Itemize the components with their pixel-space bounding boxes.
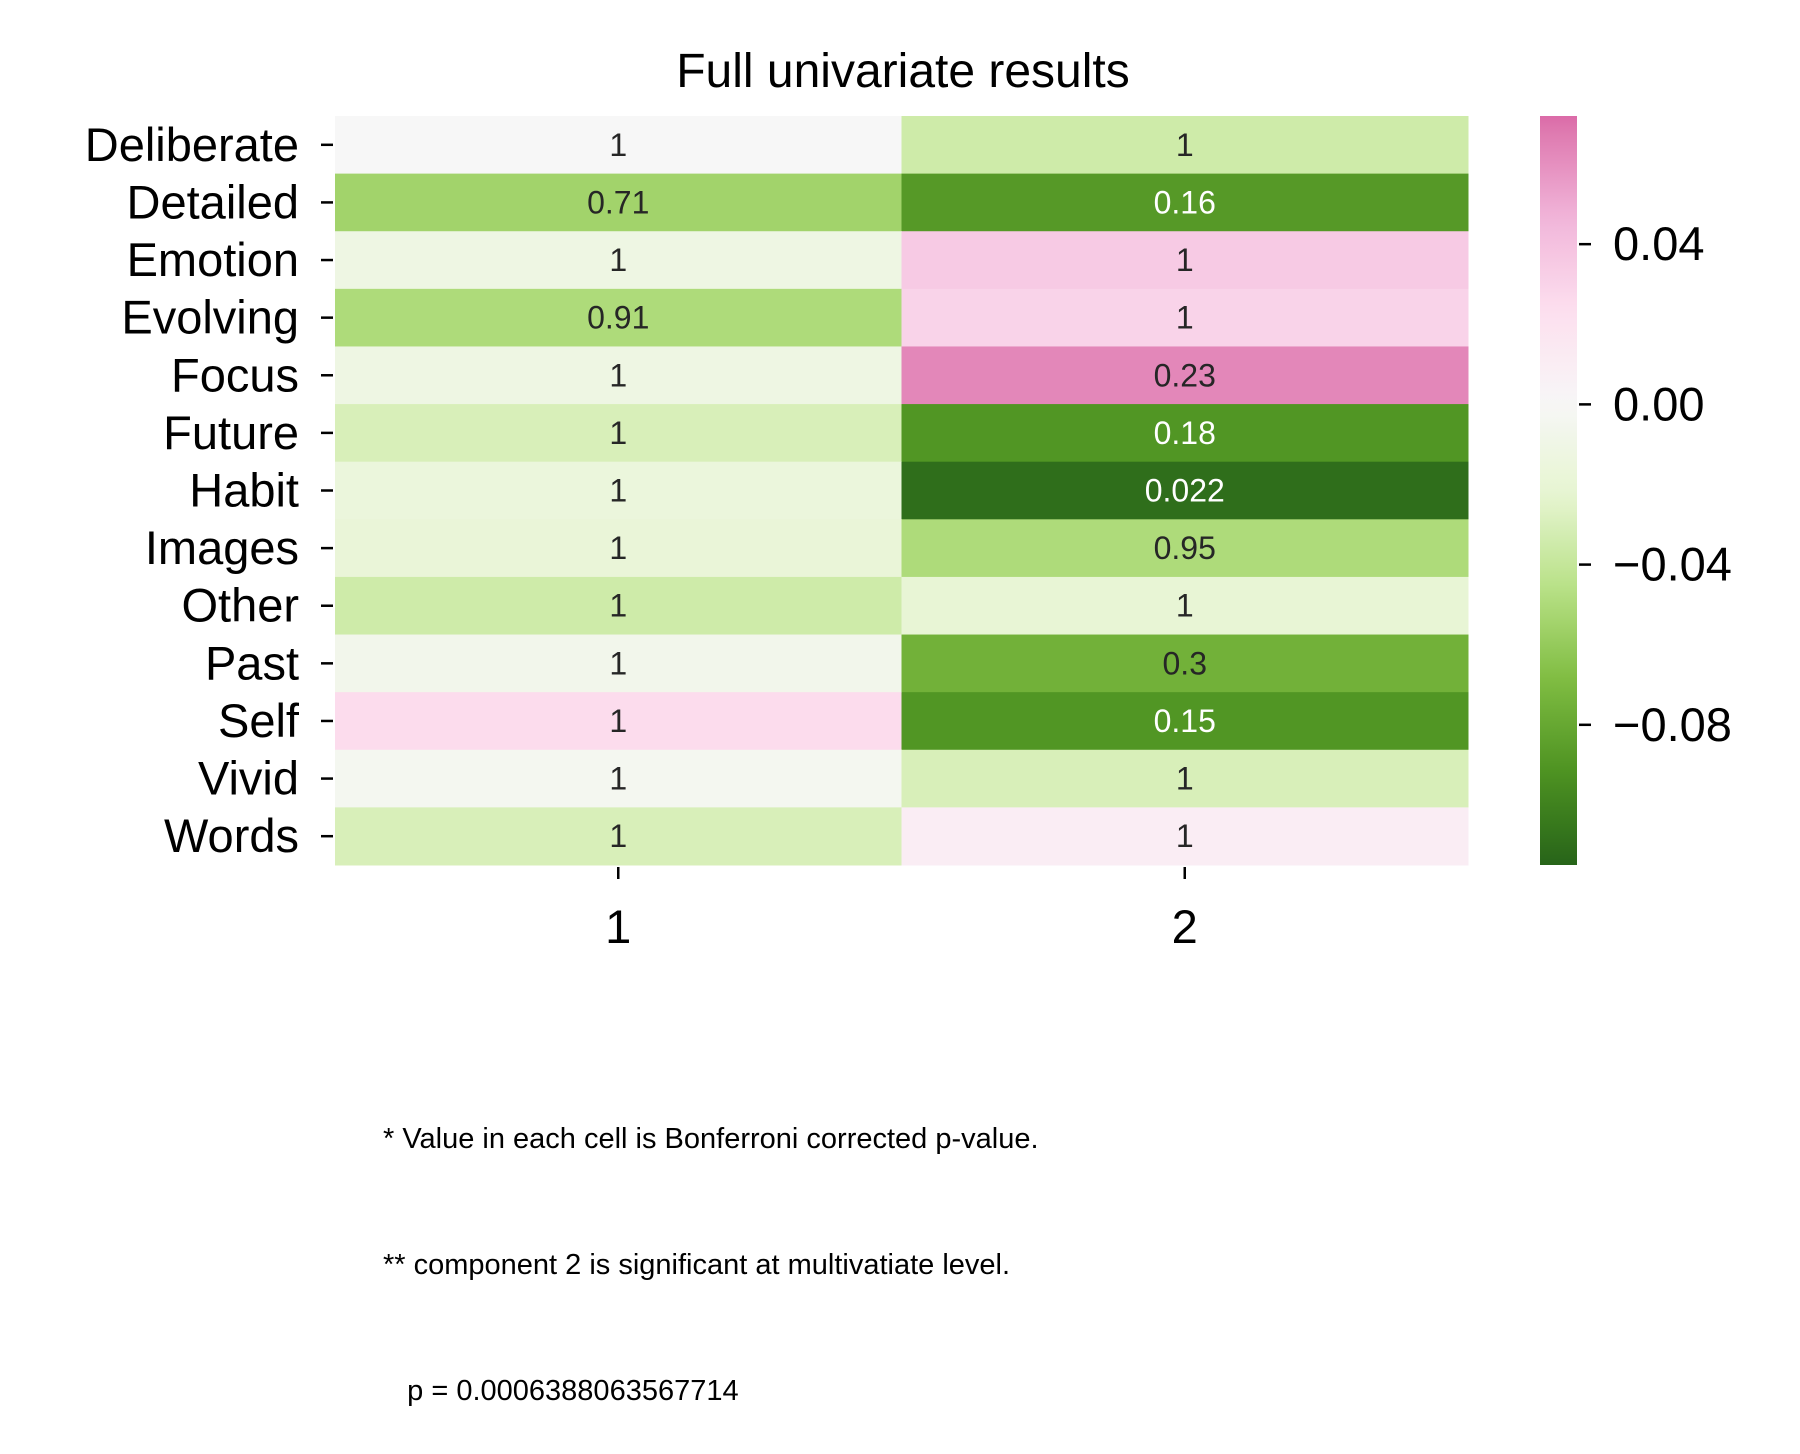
- heatmap-cell: [901, 231, 1469, 290]
- cell-annotation: 0.71: [587, 184, 649, 220]
- colorbar: 0.04 0.00 −0.04 −0.08: [1540, 116, 1732, 865]
- heatmap-cell: [901, 116, 1469, 175]
- cell-annotation: 1: [609, 530, 627, 566]
- heatmap-cell: [335, 231, 902, 290]
- row-label: Detailed: [127, 175, 299, 228]
- row-label: Words: [164, 809, 299, 862]
- heatmap-cell: [901, 404, 1469, 463]
- heatmap-cell: [335, 288, 902, 347]
- cell-annotation: 0.95: [1154, 530, 1216, 566]
- colorbar-gradient: [1540, 116, 1577, 865]
- heatmap-chart: Full univariate results 1 1 0.71 0.16 1 1 0.91…: [85, 45, 1732, 953]
- cell-annotation: 1: [1176, 588, 1194, 624]
- cell-annotation: 0.15: [1154, 703, 1216, 739]
- heatmap-cell: [901, 807, 1469, 866]
- heatmap-cell: [901, 288, 1469, 347]
- cell-annotation: 1: [609, 127, 627, 163]
- heatmap-cell: [335, 116, 902, 175]
- cell-annotation: 0.18: [1154, 415, 1216, 451]
- cell-annotation: 1: [609, 645, 627, 681]
- colorbar-tick-label: −0.08: [1613, 698, 1732, 751]
- footnote-line-3: p = 0.0006388063567714: [383, 1375, 739, 1407]
- heatmap-cell: [335, 461, 902, 520]
- heatmap-cell: [901, 692, 1469, 751]
- row-label: Images: [145, 521, 299, 574]
- heatmap-cell: [335, 749, 902, 808]
- heatmap-cell: [335, 173, 902, 232]
- cell-annotation: 1: [609, 588, 627, 624]
- cell-annotation: 1: [609, 415, 627, 451]
- footnote: * Value in each cell is Bonferroni corre…: [383, 1034, 1039, 1454]
- heatmap-cell: [901, 173, 1469, 232]
- heatmap-cell: [901, 519, 1469, 578]
- row-label: Vivid: [198, 752, 299, 805]
- row-label: Deliberate: [85, 118, 299, 171]
- heatmap-cell: [335, 576, 902, 636]
- heatmap-cell: [335, 692, 902, 751]
- cell-annotation: 1: [609, 703, 627, 739]
- cell-annotation: 0.16: [1154, 184, 1216, 220]
- cell-annotation: 1: [609, 357, 627, 393]
- colorbar-tick-label: −0.04: [1613, 538, 1732, 591]
- row-labels: DeliberateDetailedEmotionEvolvingFocusFu…: [85, 118, 333, 862]
- row-label: Habit: [189, 464, 299, 517]
- row-label: Future: [163, 406, 299, 459]
- cell-annotation: 1: [609, 761, 627, 797]
- row-label: Evolving: [121, 291, 299, 344]
- colorbar-tick-label: 0.04: [1613, 217, 1704, 270]
- heatmap-cell: [335, 404, 902, 463]
- footnote-line-1: * Value in each cell is Bonferroni corre…: [383, 1123, 1039, 1155]
- cell-annotation: 1: [1176, 127, 1194, 163]
- row-label: Emotion: [127, 233, 299, 286]
- cell-annotation: 1: [1176, 300, 1194, 336]
- row-label: Focus: [171, 348, 299, 401]
- heatmap-cell: [335, 519, 902, 578]
- cell-annotation: 1: [1176, 242, 1194, 278]
- footnote-line-2: ** component 2 is significant at multiva…: [383, 1249, 1011, 1281]
- heatmap-cells: 1 1 0.71 0.16 1 1 0.91 1 1 0.23 1 0.18 1 0.022 1 0.95 1 1…: [335, 116, 1469, 866]
- cell-annotation: 0.3: [1163, 645, 1207, 681]
- heatmap-cell: [901, 461, 1469, 520]
- cell-annotation: 1: [1176, 818, 1194, 854]
- cell-annotation: 1: [609, 242, 627, 278]
- heatmap-cell: [901, 576, 1469, 636]
- column-label: 2: [1172, 900, 1198, 953]
- heatmap-cell: [901, 346, 1469, 405]
- heatmap-cell: [335, 634, 902, 693]
- heatmap-cell: [901, 749, 1469, 808]
- row-label: Self: [218, 694, 300, 747]
- colorbar-tick-label: 0.00: [1613, 377, 1704, 430]
- cell-annotation: 1: [1176, 761, 1194, 797]
- cell-annotation: 1: [609, 473, 627, 509]
- heatmap-cell: [335, 807, 902, 866]
- heatmap-cell: [901, 634, 1469, 693]
- row-label: Other: [181, 579, 299, 632]
- cell-annotation: 1: [609, 818, 627, 854]
- row-label: Past: [205, 636, 299, 689]
- cell-annotation: 0.23: [1154, 357, 1216, 393]
- column-label: 1: [605, 900, 631, 953]
- cell-annotation: 0.022: [1145, 473, 1225, 509]
- heatmap-cell: [335, 346, 902, 405]
- chart-title: Full univariate results: [676, 45, 1130, 98]
- cell-annotation: 0.91: [587, 300, 649, 336]
